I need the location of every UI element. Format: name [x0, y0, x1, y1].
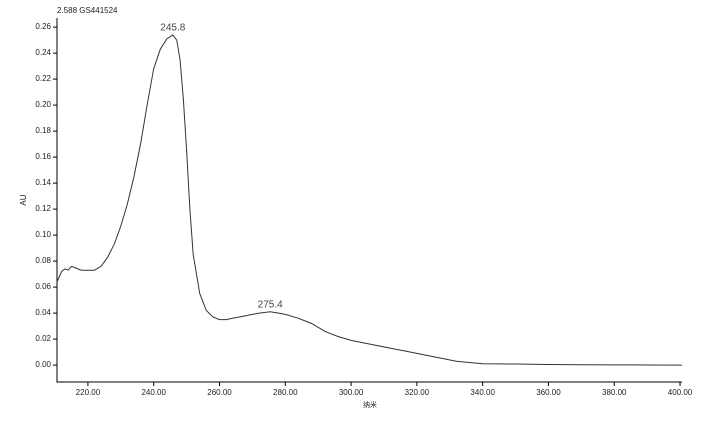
x-tick-label: 400.00: [668, 388, 693, 397]
x-tick-label: 220.00: [76, 388, 101, 397]
y-tick-label: 0.08: [35, 256, 51, 265]
y-tick-label: 0.16: [35, 152, 51, 161]
y-tick-label: 0.24: [35, 48, 51, 57]
x-tick-label: 240.00: [141, 388, 166, 397]
y-tick-label: 0.18: [35, 126, 51, 135]
x-axis-label: 纳米: [363, 400, 377, 409]
x-tick-label: 300.00: [339, 388, 364, 397]
y-tick-label: 0.22: [35, 74, 51, 83]
y-axis-label: AU: [19, 194, 28, 205]
peak-label: 275.4: [258, 299, 283, 310]
y-tick-label: 0.26: [35, 22, 51, 31]
x-tick-label: 260.00: [207, 388, 232, 397]
spectrum-line: [56, 34, 683, 366]
x-tick-label: 280.00: [273, 388, 298, 397]
y-tick-label: 0.00: [35, 360, 51, 369]
y-tick-label: 0.12: [35, 204, 51, 213]
x-tick-label: 380.00: [602, 388, 627, 397]
y-tick-label: 0.06: [35, 282, 51, 291]
y-tick-label: 0.14: [35, 178, 51, 187]
y-tick-label: 0.02: [35, 334, 51, 343]
x-tick-label: 340.00: [470, 388, 495, 397]
y-tick-label: 0.04: [35, 308, 51, 317]
peak-label: 245.8: [160, 23, 185, 34]
chart-title: 2.588 GS441524: [57, 6, 118, 15]
axes-frame: [56, 18, 682, 383]
y-tick-label: 0.10: [35, 230, 51, 239]
x-tick-label: 360.00: [536, 388, 561, 397]
y-tick-label: 0.20: [35, 100, 51, 109]
x-tick-label: 320.00: [405, 388, 430, 397]
